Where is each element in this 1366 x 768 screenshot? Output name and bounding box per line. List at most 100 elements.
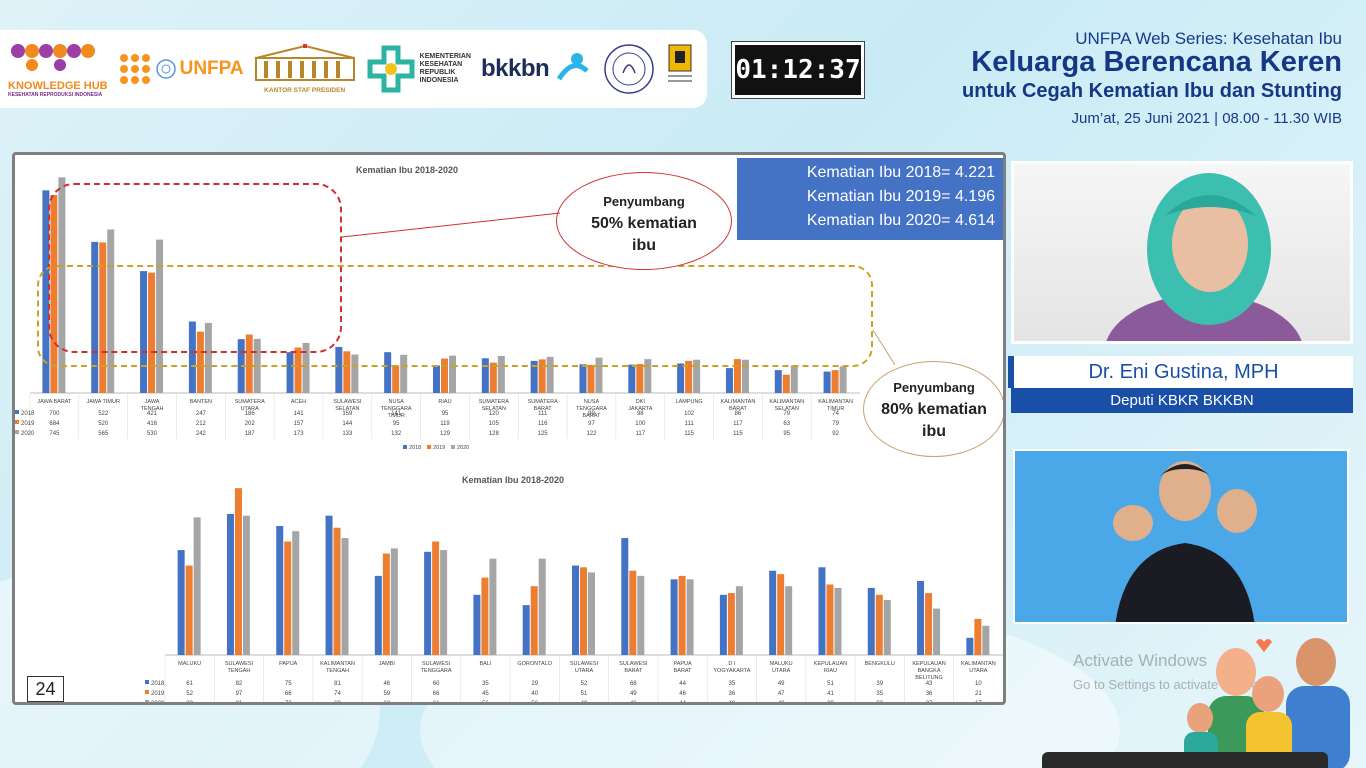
speaker-title: Deputi KBKR BKKBN xyxy=(1011,388,1353,413)
table-value-2020: 40 xyxy=(778,701,785,703)
bar-2020-6 xyxy=(489,558,497,655)
taskbar-fragment xyxy=(1042,752,1328,768)
bar-2019-10 xyxy=(678,575,686,655)
table-value-2018: 43 xyxy=(926,681,933,687)
bar-2018-6 xyxy=(335,346,343,393)
bar-2018-10 xyxy=(670,579,678,655)
family-illustration xyxy=(1184,638,1350,768)
bar-2019-14 xyxy=(875,594,883,655)
category-label: BENGKULU xyxy=(865,661,895,667)
row-header-2018: 2018 xyxy=(21,411,35,417)
faculty-icon xyxy=(668,44,693,82)
table-value-2019: 97 xyxy=(588,421,595,427)
category-label: BARAT xyxy=(624,668,643,674)
bar-2019-5 xyxy=(294,347,302,393)
bar-2019-11 xyxy=(587,364,595,393)
faculty-logo xyxy=(665,43,695,95)
bar-2019-1 xyxy=(99,242,107,393)
stat-2020: Kematian Ibu 2020= 4.614 xyxy=(806,212,995,229)
legend-key-2020 xyxy=(15,430,19,434)
bar-2018-5 xyxy=(424,551,432,655)
category-label: UTARA xyxy=(575,668,594,674)
category-label: RIAU xyxy=(824,668,837,674)
speaker-video-frame xyxy=(1011,161,1353,344)
legend-key-2019 xyxy=(145,690,149,694)
category-label: TENGAH xyxy=(141,406,164,412)
bar-2018-14 xyxy=(867,587,875,655)
activate-windows-title: Activate Windows xyxy=(1073,651,1208,670)
un-emblem-icon xyxy=(155,59,176,79)
table-value-2019: 74 xyxy=(334,691,341,697)
ksp-text: KANTOR STAF PRESIDEN xyxy=(264,87,346,94)
table-value-2018: 247 xyxy=(196,411,207,417)
bar-2019-2 xyxy=(148,272,156,393)
category-label: TENGGARA xyxy=(381,406,412,412)
bar-2020-1 xyxy=(107,229,115,393)
category-label: KALIMANTAN xyxy=(721,399,756,405)
callout-50-percent: Penyumbang 50% kematian ibu xyxy=(556,172,732,270)
bar-2019-11 xyxy=(727,593,735,655)
bar-2020-9 xyxy=(637,575,645,655)
bar-2018-15 xyxy=(917,581,925,655)
table-value-2019: 52 xyxy=(186,691,193,697)
category-label: JAMBI xyxy=(379,661,396,667)
palace-icon xyxy=(254,44,355,81)
bar-2020-2 xyxy=(156,239,164,393)
bar-2018-15 xyxy=(774,370,782,393)
bar-2018-16 xyxy=(966,637,974,655)
table-value-2020: 27 xyxy=(926,701,933,703)
table-value-2019: 21 xyxy=(975,691,982,697)
table-value-2018: 522 xyxy=(98,411,109,417)
table-value-2019: 144 xyxy=(342,421,353,427)
speaker-figure xyxy=(1106,173,1302,341)
speaker-name: Dr. Eni Gustina, MPH xyxy=(1008,356,1353,388)
table-value-2020: 745 xyxy=(49,431,60,437)
total-deaths-box: Kematian Ibu 2018= 4.221 Kematian Ibu 20… xyxy=(737,158,1003,240)
table-value-2019: 416 xyxy=(147,421,158,427)
category-label: UTARA xyxy=(772,668,791,674)
bar-2018-8 xyxy=(433,365,440,393)
category-label: SUMATERA xyxy=(479,399,509,405)
category-label: TIMUR xyxy=(387,413,404,419)
bar-2018-0 xyxy=(177,550,185,655)
bar-2019-6 xyxy=(343,351,351,393)
category-label: UTARA xyxy=(241,406,260,412)
row-header-2020: 2020 xyxy=(21,431,35,437)
kemenkes-line: INDONESIA xyxy=(419,77,459,85)
category-label: BARAT xyxy=(674,668,693,674)
category-label: YOGYAKARTA xyxy=(713,668,750,674)
table-value-2018: 141 xyxy=(391,411,402,417)
bar-2019-4 xyxy=(382,553,390,655)
kemenkes-icon xyxy=(367,45,415,93)
table-value-2020: 17 xyxy=(975,701,982,703)
category-label: BELITUNG xyxy=(915,675,943,681)
category-label: SELATAN xyxy=(335,406,359,412)
table-value-2020: 115 xyxy=(684,431,694,437)
category-label: GORONTALO xyxy=(517,661,552,667)
knowledge-hub-title: KNOWLEDGE HUB xyxy=(8,79,108,92)
category-label: KEPULAUAN xyxy=(912,661,945,667)
bar-2020-6 xyxy=(351,354,359,393)
bar-2019-0 xyxy=(185,565,193,655)
category-label: ACEH xyxy=(291,399,306,405)
table-value-2020: 92 xyxy=(832,431,839,437)
kemenkes-line: KESEHATAN xyxy=(419,60,463,68)
table-value-2019: 97 xyxy=(236,691,243,697)
table-value-2019: 51 xyxy=(581,691,588,697)
table-value-2019: 35 xyxy=(876,691,883,697)
table-value-2019: 157 xyxy=(294,421,305,427)
bkkbn-logo: bkkbn xyxy=(481,49,593,89)
bar-2018-0 xyxy=(42,190,50,393)
callout-line: 80% kematian xyxy=(881,401,987,418)
table-value-2020: 128 xyxy=(489,431,500,437)
bar-2020-7 xyxy=(400,354,408,393)
bar-2019-16 xyxy=(831,370,839,393)
bar-2018-8 xyxy=(572,565,579,655)
chart-bottom: Kematian Ibu 2018-2020 MALUKU 61 52 80 SULAW… xyxy=(145,475,1003,703)
category-label: BALI xyxy=(479,661,491,667)
table-value-2020: 565 xyxy=(98,431,109,437)
bar-2018-7 xyxy=(522,605,530,655)
kemenkes-logo: KEMENTERIAN KESEHATAN REPUBLIK INDONESIA xyxy=(366,44,471,94)
table-value-2019: 66 xyxy=(433,691,440,697)
table-value-2020: 56 xyxy=(482,701,489,703)
